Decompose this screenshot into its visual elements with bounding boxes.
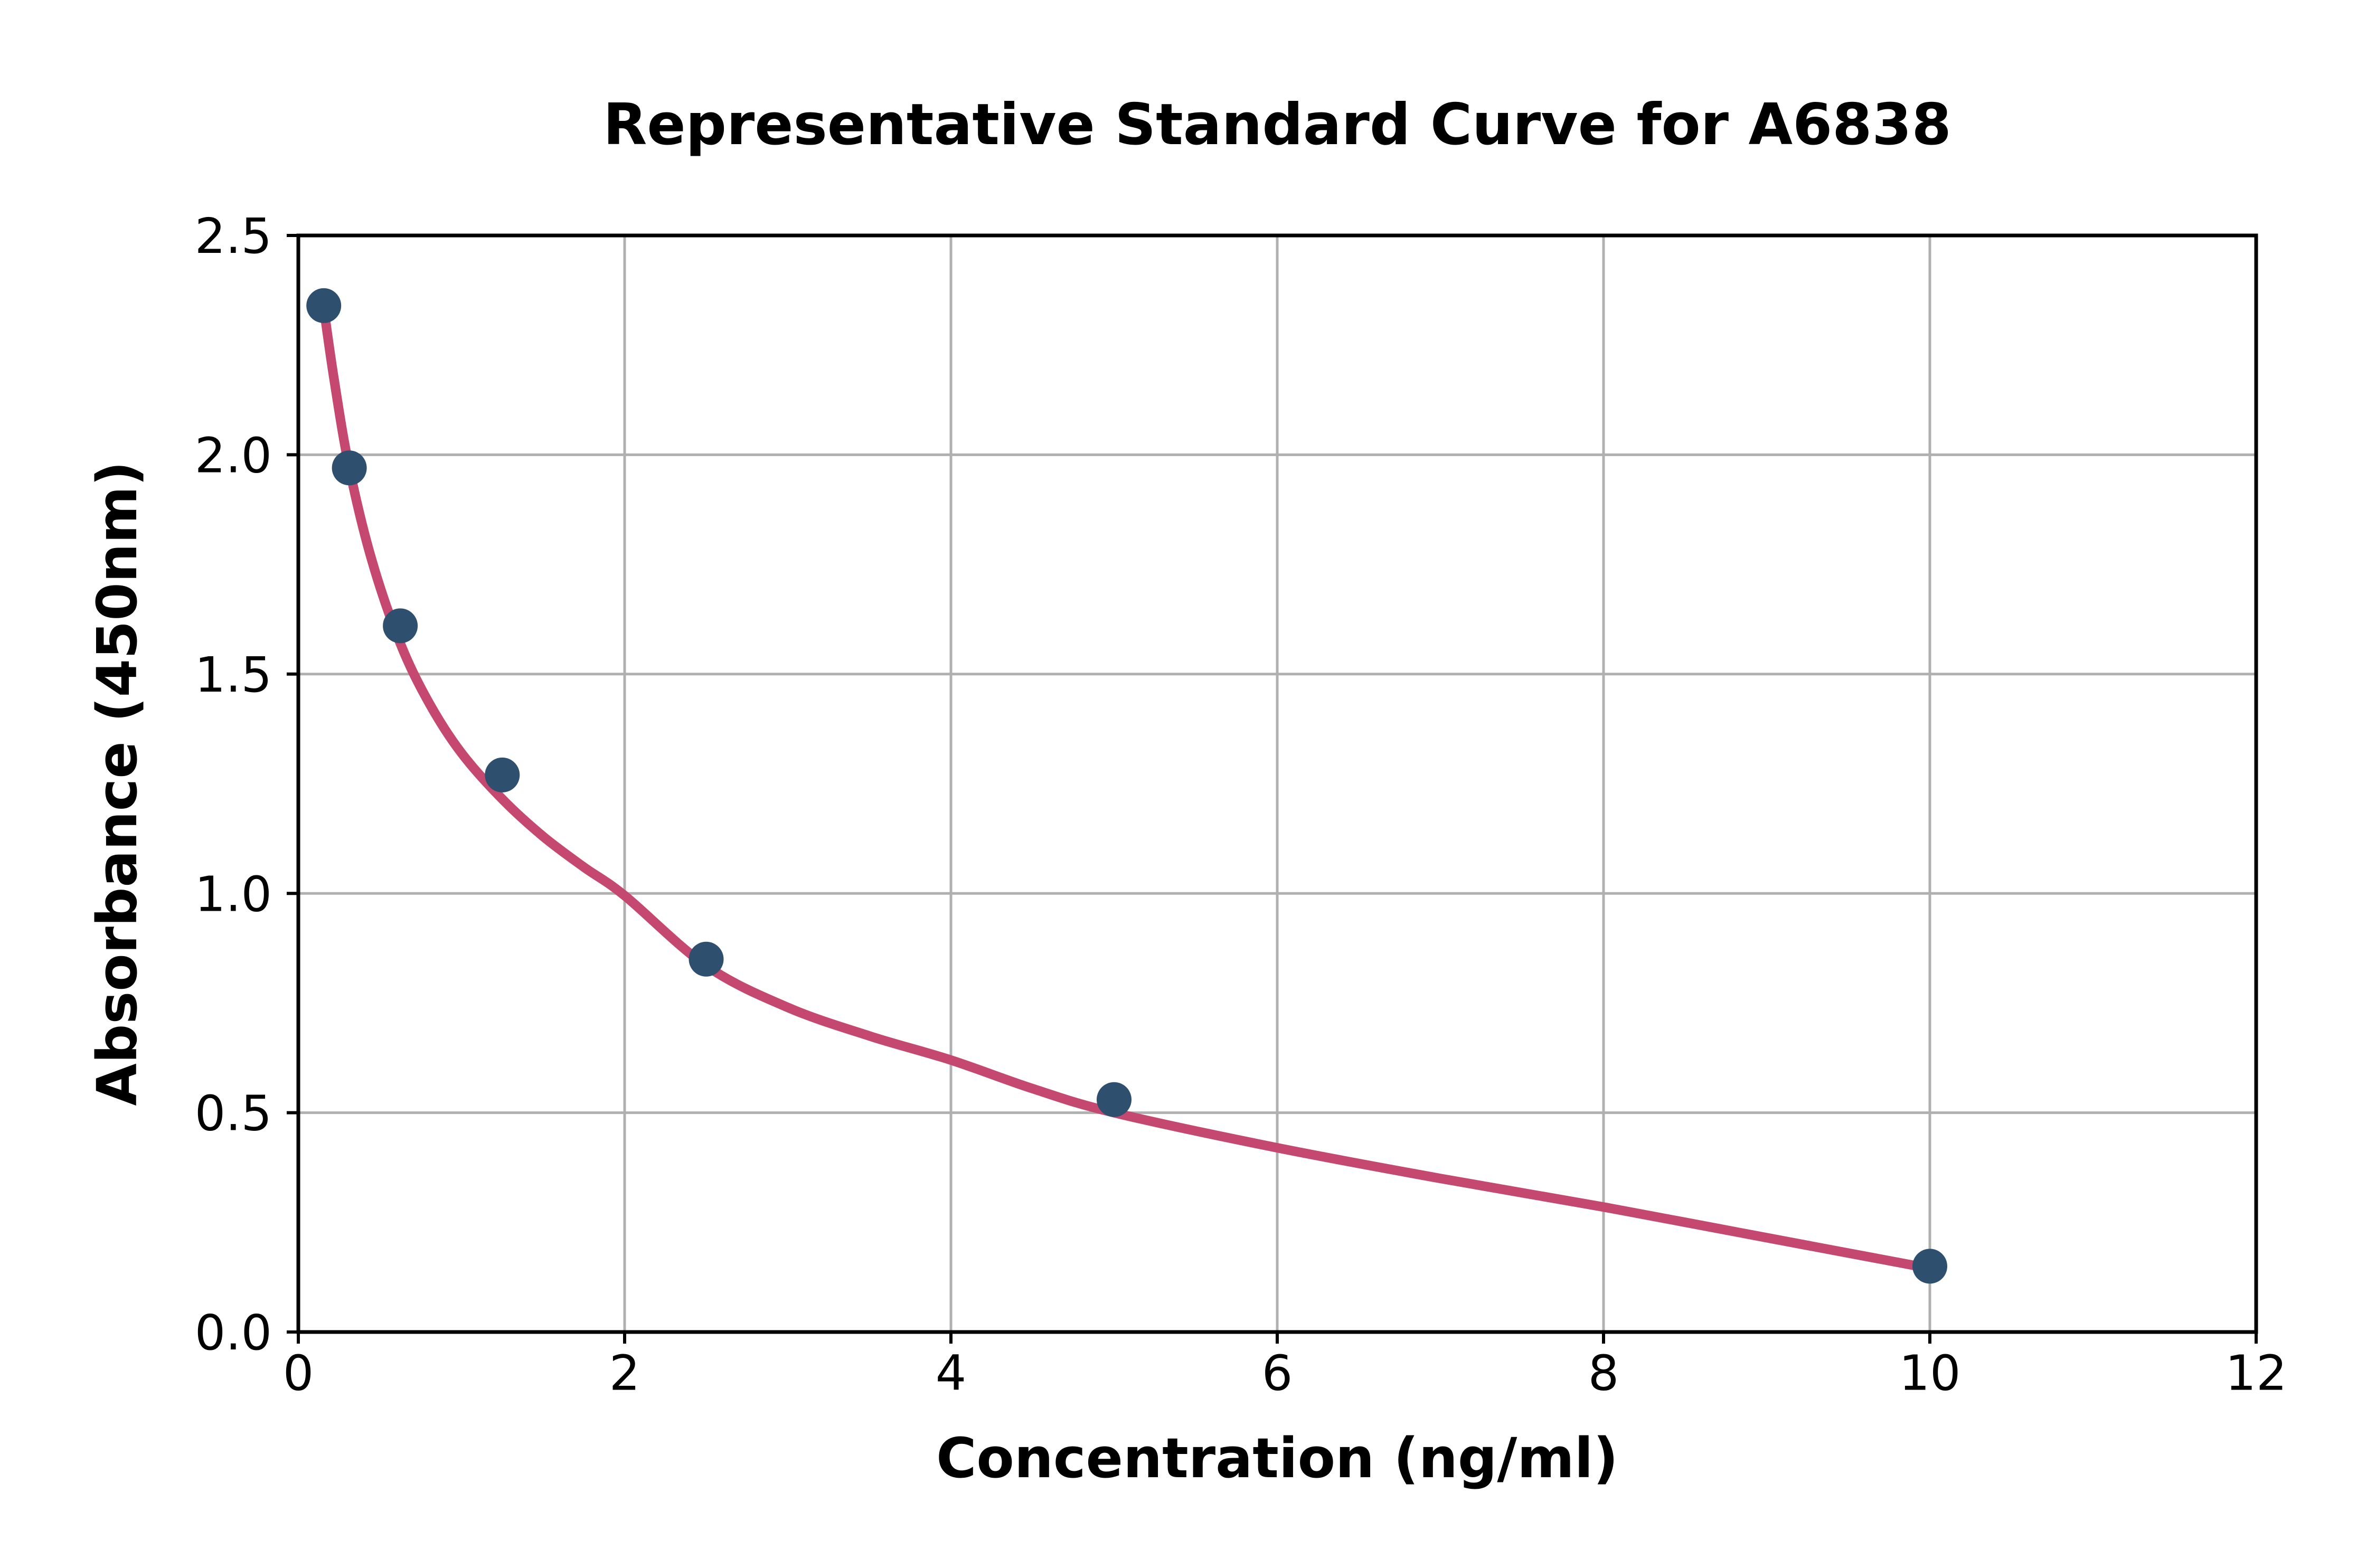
data-point <box>485 757 520 792</box>
data-point <box>306 288 342 323</box>
y-tick-label: 2.5 <box>195 208 272 265</box>
x-tick-label: 6 <box>1262 1345 1293 1401</box>
x-axis-title: Concentration (ng/ml) <box>936 1426 1618 1490</box>
x-tick-label: 2 <box>609 1345 640 1401</box>
y-tick-label: 0.0 <box>195 1305 272 1361</box>
y-tick-label: 2.0 <box>195 428 272 484</box>
x-tick-label: 4 <box>936 1345 967 1401</box>
y-tick-label: 1.5 <box>195 647 272 703</box>
y-tick-label: 0.5 <box>195 1085 272 1142</box>
fitted-curve-line <box>319 303 1935 1273</box>
x-tick-label: 10 <box>1899 1345 1960 1401</box>
chart-title: Representative Standard Curve for A6838 <box>603 92 1951 158</box>
x-tick-label: 0 <box>283 1345 314 1401</box>
data-point <box>689 941 724 977</box>
y-tick-label: 1.0 <box>195 866 272 922</box>
y-axis-title: Absorbance (450nm) <box>84 461 149 1106</box>
x-tick-label: 12 <box>2225 1345 2287 1401</box>
data-point <box>1912 1249 1947 1284</box>
data-point <box>383 608 418 644</box>
x-tick-label: 8 <box>1588 1345 1619 1401</box>
data-point <box>332 450 367 486</box>
data-point <box>1097 1082 1132 1117</box>
